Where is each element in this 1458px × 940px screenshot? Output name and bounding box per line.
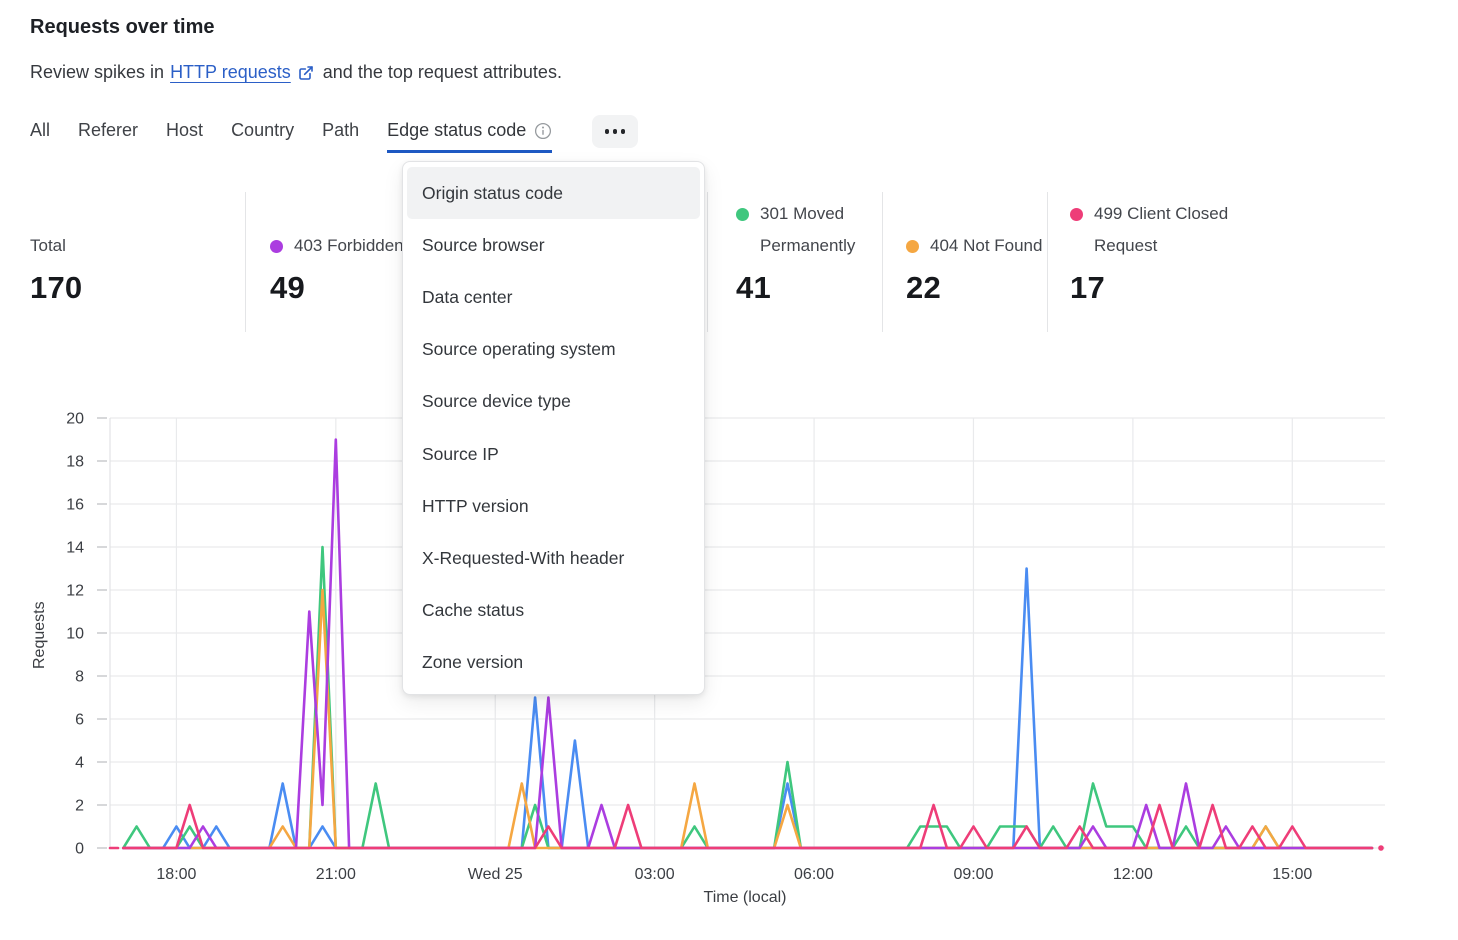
tab-country[interactable]: Country <box>231 120 295 140</box>
menu-item-source-device-type[interactable]: Source device type <box>422 391 571 412</box>
stat-301-value: 41 <box>736 270 771 305</box>
y-tick-label: 4 <box>75 755 84 772</box>
menu-item-origin-status-code[interactable]: Origin status code <box>407 167 700 220</box>
menu-item-x-requested-with-header[interactable]: X-Requested-With header <box>422 547 625 568</box>
attribute-dropdown-menu: Origin status code Source browser Data cen… <box>402 161 705 695</box>
menu-item-source-browser[interactable]: Source browser <box>422 234 545 255</box>
stat-divider <box>707 192 708 332</box>
external-link-icon <box>298 65 314 81</box>
x-tick-label: 21:00 <box>316 866 356 883</box>
stat-404-value: 22 <box>906 270 941 305</box>
stat-403-value: 49 <box>270 270 305 305</box>
menu-item-source-operating-system[interactable]: Source operating system <box>422 339 616 360</box>
stat-divider <box>882 192 883 332</box>
stat-301-moved: 301 Moved Permanently 41 <box>736 200 878 306</box>
stat-divider <box>245 192 246 332</box>
tabs-list: All Referer Host Country Path Edge status co… <box>30 115 639 153</box>
menu-item-zone-version[interactable]: Zone version <box>422 652 524 673</box>
series-dot-301 <box>736 208 749 221</box>
stat-499-client-closed: 499 Client Closed Request 17 <box>1070 200 1232 306</box>
tab-path[interactable]: Path <box>322 120 360 140</box>
y-tick-label: 0 <box>75 841 84 858</box>
tab-referer[interactable]: Referer <box>78 120 139 140</box>
stat-404-label: 404 Not Found <box>930 236 1043 255</box>
x-tick-label: 06:00 <box>794 866 834 883</box>
x-tick-label: 03:00 <box>635 866 675 883</box>
stat-total-value: 170 <box>30 270 83 305</box>
series-end-dot <box>1378 845 1384 851</box>
series-dot-403 <box>270 240 283 253</box>
stat-403-forbidden: 403 Forbidden 49 <box>270 200 490 306</box>
series-dot-404 <box>906 240 919 253</box>
y-tick-label: 8 <box>75 669 84 686</box>
x-tick-label: 15:00 <box>1272 866 1312 883</box>
stat-301-label: 301 Moved Permanently <box>760 204 856 255</box>
tab-edge-status-code-label: Edge status code <box>387 120 527 140</box>
tab-edge-status-code[interactable]: Edge status code <box>387 120 553 153</box>
y-tick-label: 18 <box>66 454 84 471</box>
subtitle-prefix: Review spikes in <box>30 62 165 82</box>
x-tick-label: 09:00 <box>953 866 993 883</box>
stats-row: Total 170 403 Forbidden 49 301 Moved Per… <box>0 190 1458 335</box>
y-tick-label: 2 <box>75 798 84 815</box>
series-line-4 <box>122 803 1374 850</box>
http-requests-link[interactable]: HTTP requests <box>170 62 291 82</box>
x-tick-label: 12:00 <box>1113 866 1153 883</box>
y-tick-label: 10 <box>66 626 84 643</box>
menu-item-cache-status[interactable]: Cache status <box>422 600 525 621</box>
y-tick-label: 12 <box>66 583 84 600</box>
y-tick-label: 14 <box>66 540 84 557</box>
menu-item-source-ip[interactable]: Source IP <box>422 443 499 464</box>
stat-total: Total 170 <box>30 200 210 306</box>
y-tick-label: 6 <box>75 712 84 729</box>
stat-499-value: 17 <box>1070 270 1105 305</box>
info-icon[interactable] <box>534 122 552 140</box>
stat-404-not-found: 404 Not Found 22 <box>906 200 1106 306</box>
x-tick-label: Wed 25 <box>468 866 523 883</box>
subtitle-suffix: and the top request attributes. <box>322 62 562 82</box>
stat-total-label: Total <box>30 236 66 255</box>
series-dot-499 <box>1070 208 1083 221</box>
page-title: Requests over time <box>30 16 215 38</box>
menu-item-data-center[interactable]: Data center <box>422 286 513 307</box>
tab-all[interactable]: All <box>30 120 51 140</box>
series-line-3 <box>122 438 1374 850</box>
y-tick-label: 20 <box>66 411 84 428</box>
subtitle: Review spikes in HTTP requests and the t… <box>30 62 562 83</box>
tab-host[interactable]: Host <box>166 120 204 140</box>
stat-403-label: 403 Forbidden <box>294 236 404 255</box>
y-tick-label: 16 <box>66 497 84 514</box>
more-tabs-button[interactable] <box>592 115 639 148</box>
x-axis-title: Time (local) <box>703 889 787 906</box>
x-tick-label: 18:00 <box>156 866 196 883</box>
stat-499-label: 499 Client Closed Request <box>1094 204 1229 255</box>
menu-item-http-version[interactable]: HTTP version <box>422 495 529 516</box>
stat-divider <box>1047 192 1048 332</box>
